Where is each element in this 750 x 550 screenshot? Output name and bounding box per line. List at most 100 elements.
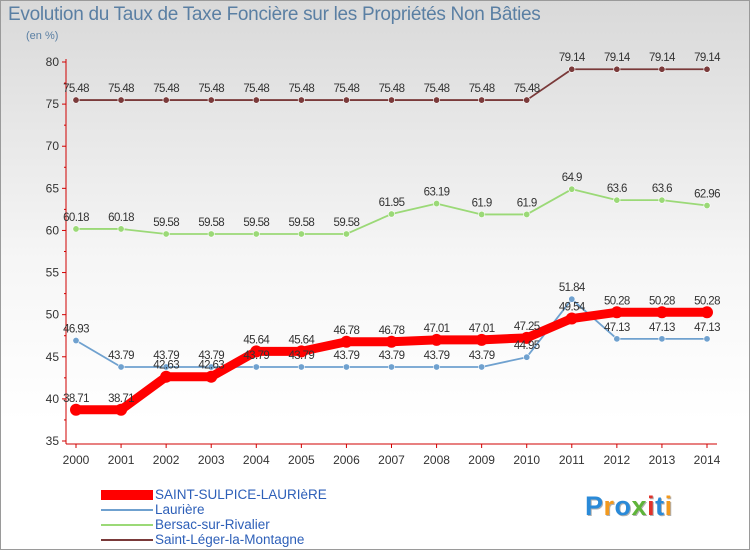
data-point-laurie-re bbox=[703, 335, 711, 343]
y-axis-unit-label: (en %) bbox=[26, 30, 59, 42]
x-tick-label: 2005 bbox=[288, 453, 315, 467]
data-point-saint-sulpice-laurie-re bbox=[205, 370, 218, 383]
data-label-laurie-re: 51.84 bbox=[559, 282, 586, 294]
data-label-saint-sulpice-laurie-re: 50.28 bbox=[694, 295, 720, 307]
data-label-saint-sulpice-laurie-re: 47.01 bbox=[424, 323, 450, 335]
data-label-saint-le-ger-la-montagne: 75.48 bbox=[469, 83, 495, 95]
data-point-saint-sulpice-laurie-re bbox=[475, 333, 488, 346]
data-label-laurie-re: 43.79 bbox=[288, 350, 314, 362]
logo-letter: i bbox=[664, 491, 673, 521]
data-point-laurie-re bbox=[207, 363, 215, 371]
data-point-saint-sulpice-laurie-re bbox=[340, 335, 353, 348]
data-point-saint-le-ger-la-montagne bbox=[162, 96, 170, 104]
legend-label: Saint-Léger-la-Montagne bbox=[155, 532, 305, 547]
data-label-bersac-sur-rivalier: 63.6 bbox=[607, 183, 627, 195]
x-tick-label: 2004 bbox=[243, 453, 270, 467]
data-point-bersac-sur-rivalier bbox=[478, 210, 486, 218]
data-point-laurie-re bbox=[72, 337, 80, 345]
data-point-saint-le-ger-la-montagne bbox=[613, 65, 621, 73]
data-point-saint-le-ger-la-montagne bbox=[387, 96, 395, 104]
legend-swatch bbox=[101, 524, 153, 526]
legend-swatch bbox=[101, 509, 153, 511]
data-point-bersac-sur-rivalier bbox=[342, 230, 350, 238]
data-label-saint-le-ger-la-montagne: 75.48 bbox=[379, 83, 405, 95]
data-label-saint-le-ger-la-montagne: 79.14 bbox=[559, 52, 586, 64]
data-point-laurie-re bbox=[433, 363, 441, 371]
data-point-saint-sulpice-laurie-re bbox=[295, 345, 308, 358]
data-point-saint-sulpice-laurie-re bbox=[430, 333, 443, 346]
x-tick-label: 2010 bbox=[513, 453, 540, 467]
logo-letter: t bbox=[655, 491, 665, 521]
data-label-laurie-re: 43.79 bbox=[108, 350, 134, 362]
data-label-bersac-sur-rivalier: 64.9 bbox=[562, 172, 582, 184]
data-point-saint-le-ger-la-montagne bbox=[342, 96, 350, 104]
data-label-saint-le-ger-la-montagne: 75.48 bbox=[243, 83, 269, 95]
logo-letter: o bbox=[614, 491, 632, 521]
data-point-saint-le-ger-la-montagne bbox=[117, 96, 125, 104]
data-label-laurie-re: 43.79 bbox=[198, 350, 224, 362]
data-point-laurie-re bbox=[342, 363, 350, 371]
data-label-saint-sulpice-laurie-re: 42.63 bbox=[153, 360, 179, 372]
x-tick-label: 2000 bbox=[63, 453, 90, 467]
data-point-saint-sulpice-laurie-re bbox=[250, 345, 263, 358]
data-point-laurie-re bbox=[478, 363, 486, 371]
x-tick-label: 2007 bbox=[378, 453, 405, 467]
data-point-bersac-sur-rivalier bbox=[117, 225, 125, 233]
x-tick-label: 2013 bbox=[649, 453, 676, 467]
data-label-laurie-re: 43.79 bbox=[153, 350, 179, 362]
y-tick-label: 35 bbox=[46, 434, 60, 448]
x-tick-label: 2003 bbox=[198, 453, 225, 467]
data-label-laurie-re: 47.13 bbox=[604, 322, 630, 334]
data-point-bersac-sur-rivalier bbox=[658, 196, 666, 204]
data-label-bersac-sur-rivalier: 61.9 bbox=[472, 197, 492, 209]
data-label-saint-le-ger-la-montagne: 75.48 bbox=[288, 83, 314, 95]
x-tick-label: 2011 bbox=[559, 453, 585, 467]
data-label-saint-le-ger-la-montagne: 79.14 bbox=[604, 52, 631, 64]
data-label-laurie-re: 43.79 bbox=[469, 350, 495, 362]
data-point-laurie-re bbox=[568, 295, 576, 303]
data-label-bersac-sur-rivalier: 63.6 bbox=[652, 183, 672, 195]
x-tick-label: 2014 bbox=[694, 453, 721, 467]
data-label-bersac-sur-rivalier: 62.96 bbox=[694, 189, 720, 201]
data-point-bersac-sur-rivalier bbox=[297, 230, 305, 238]
x-tick-label: 2009 bbox=[468, 453, 495, 467]
data-label-laurie-re: 43.79 bbox=[379, 350, 405, 362]
x-tick-label: 2008 bbox=[423, 453, 450, 467]
data-label-saint-le-ger-la-montagne: 75.48 bbox=[424, 83, 450, 95]
data-label-bersac-sur-rivalier: 60.18 bbox=[108, 212, 134, 224]
data-point-saint-sulpice-laurie-re bbox=[385, 335, 398, 348]
data-point-bersac-sur-rivalier bbox=[613, 196, 621, 204]
data-label-saint-le-ger-la-montagne: 75.48 bbox=[63, 83, 89, 95]
data-label-saint-sulpice-laurie-re: 47.25 bbox=[514, 321, 540, 333]
data-point-saint-sulpice-laurie-re bbox=[115, 403, 128, 416]
legend-swatch bbox=[101, 539, 153, 541]
data-point-bersac-sur-rivalier bbox=[387, 210, 395, 218]
y-tick-label: 80 bbox=[46, 55, 60, 69]
data-point-laurie-re bbox=[162, 363, 170, 371]
data-point-bersac-sur-rivalier bbox=[162, 230, 170, 238]
proxiti-logo: Proxiti bbox=[585, 491, 673, 522]
data-label-saint-le-ger-la-montagne: 75.48 bbox=[108, 83, 134, 95]
y-tick-label: 45 bbox=[46, 350, 60, 364]
data-point-bersac-sur-rivalier bbox=[568, 185, 576, 193]
legend-label: SAINT-SULPICE-LAURIèRE bbox=[155, 487, 327, 502]
data-label-saint-sulpice-laurie-re: 50.28 bbox=[649, 295, 675, 307]
data-point-bersac-sur-rivalier bbox=[252, 230, 260, 238]
data-label-bersac-sur-rivalier: 61.95 bbox=[379, 197, 405, 209]
data-point-laurie-re bbox=[297, 363, 305, 371]
data-label-laurie-re: 47.13 bbox=[694, 322, 720, 334]
data-label-bersac-sur-rivalier: 63.19 bbox=[424, 187, 450, 199]
y-tick-label: 75 bbox=[46, 97, 60, 111]
data-label-saint-le-ger-la-montagne: 75.48 bbox=[334, 83, 360, 95]
data-label-saint-sulpice-laurie-re: 50.28 bbox=[604, 295, 630, 307]
data-point-saint-sulpice-laurie-re bbox=[520, 331, 533, 344]
data-label-saint-sulpice-laurie-re: 42.63 bbox=[198, 360, 224, 372]
legend-label: Bersac-sur-Rivalier bbox=[155, 517, 270, 532]
data-point-saint-sulpice-laurie-re bbox=[610, 306, 623, 319]
data-point-saint-le-ger-la-montagne bbox=[568, 65, 576, 73]
data-label-bersac-sur-rivalier: 61.9 bbox=[517, 197, 537, 209]
data-label-saint-sulpice-laurie-re: 46.78 bbox=[334, 325, 360, 337]
data-label-bersac-sur-rivalier: 59.58 bbox=[288, 217, 314, 229]
data-point-saint-le-ger-la-montagne bbox=[297, 96, 305, 104]
